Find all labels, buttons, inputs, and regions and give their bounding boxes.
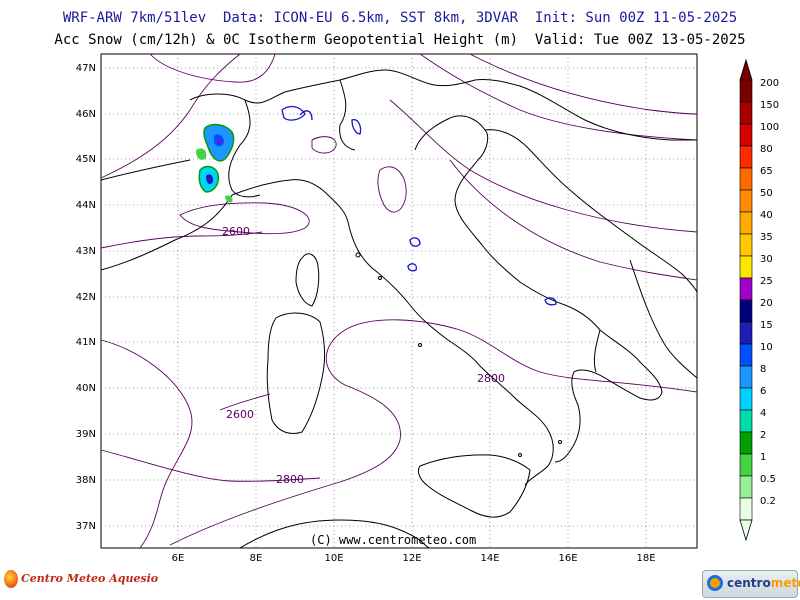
globe-icon <box>707 575 723 591</box>
colorbar-swatch <box>739 431 753 455</box>
lon-label: 10E <box>324 553 343 564</box>
colorbar-swatch <box>739 453 753 477</box>
right-logo-text-a: centro <box>727 576 771 590</box>
contour-label: 2800 <box>477 372 505 385</box>
contour-label: 2800 <box>276 473 304 486</box>
colorbar-swatch <box>739 145 753 169</box>
colorbar-swatch <box>739 79 753 103</box>
colorbar-level-label: 2 <box>760 430 766 441</box>
isotherm-contours <box>100 53 698 549</box>
map-frame <box>100 53 698 549</box>
colorbar-swatch <box>739 343 753 367</box>
colorbar: 200 150 100 80 65 50 40 35 30 25 20 15 10 8 6 4 2 1 0.5 0.2 <box>739 58 779 542</box>
colorbar-level-label: 10 <box>760 342 773 353</box>
contour-label: 2600 <box>222 225 250 238</box>
lakes <box>281 105 557 306</box>
right-logo-text-b: meteo <box>770 576 800 590</box>
colorbar-swatch <box>739 321 753 345</box>
colorbar-level-label: 100 <box>760 122 779 133</box>
colorbar-level-label: 6 <box>760 386 766 397</box>
right-logo: centrometeo <box>702 570 800 598</box>
coastline <box>100 69 698 549</box>
latitude-labels: 47N 46N 45N 44N 43N 42N 41N 40N 39N 38N … <box>76 63 96 532</box>
lon-label: 16E <box>558 553 577 564</box>
colorbar-level-label: 150 <box>760 100 779 111</box>
left-logo-text: Centro Meteo Aquesio <box>21 572 159 585</box>
colorbar-level-label: 4 <box>760 408 766 419</box>
lat-label: 40N <box>76 383 96 394</box>
lat-label: 41N <box>76 337 96 348</box>
colorbar-swatch <box>739 365 753 389</box>
lat-label: 47N <box>76 63 96 74</box>
lat-label: 39N <box>76 429 96 440</box>
colorbar-level-label: 30 <box>760 254 773 265</box>
copyright-text: (C) www.centrometeo.com <box>310 533 476 547</box>
lat-label: 42N <box>76 292 96 303</box>
colorbar-swatch <box>739 299 753 323</box>
colorbar-level-label: 25 <box>760 276 773 287</box>
colorbar-level-label: 1 <box>760 452 766 463</box>
lat-label: 43N <box>76 246 96 257</box>
lon-label: 14E <box>480 553 499 564</box>
lon-label: 6E <box>172 553 185 564</box>
snow-accumulation <box>196 123 235 203</box>
colorbar-level-label: 0.2 <box>760 496 776 507</box>
colorbar-swatch <box>739 233 753 257</box>
colorbar-level-label: 35 <box>760 232 773 243</box>
lat-label: 45N <box>76 154 96 165</box>
lat-label: 46N <box>76 109 96 120</box>
lat-label: 38N <box>76 475 96 486</box>
colorbar-level-label: 200 <box>760 78 779 89</box>
colorbar-swatch <box>739 189 753 213</box>
colorbar-swatch <box>739 409 753 433</box>
colorbar-level-label: 20 <box>760 298 773 309</box>
colorbar-swatch <box>739 123 753 147</box>
lon-label: 8E <box>250 553 263 564</box>
colorbar-level-label: 0.5 <box>760 474 776 485</box>
colorbar-swatch <box>739 255 753 279</box>
colorbar-swatch <box>739 387 753 411</box>
colorbar-swatch <box>739 211 753 235</box>
colorbar-top-arrow <box>739 58 753 81</box>
lon-label: 18E <box>636 553 655 564</box>
map-title-line1: WRF-ARW 7km/51lev Data: ICON-EU 6.5km, S… <box>62 10 738 26</box>
longitude-labels: 6E 8E 10E 12E 14E 16E 18E <box>172 553 656 564</box>
graticule <box>101 54 697 548</box>
colorbar-swatch <box>739 475 753 499</box>
colorbar-level-label: 80 <box>760 144 773 155</box>
colorbar-level-label: 40 <box>760 210 773 221</box>
contour-label: 2600 <box>226 408 254 421</box>
colorbar-level-label: 8 <box>760 364 766 375</box>
colorbar-level-label: 65 <box>760 166 773 177</box>
colorbar-level-label: 50 <box>760 188 773 199</box>
colorbar-swatch <box>739 497 753 521</box>
colorbar-swatch <box>739 277 753 301</box>
colorbar-swatch <box>739 167 753 191</box>
left-logo: Centro Meteo Aquesio <box>4 570 158 588</box>
lat-label: 37N <box>76 521 96 532</box>
lon-label: 12E <box>402 553 421 564</box>
contour-labels: 2600 2800 2600 2800 <box>222 225 505 486</box>
map-title-line2: Acc Snow (cm/12h) & 0C Isotherm Geopoten… <box>54 32 746 48</box>
colorbar-level-label: 15 <box>760 320 773 331</box>
lat-label: 44N <box>76 200 96 211</box>
colorbar-swatch <box>739 101 753 125</box>
colorbar-bottom-arrow <box>739 519 753 542</box>
sun-icon <box>4 570 18 588</box>
